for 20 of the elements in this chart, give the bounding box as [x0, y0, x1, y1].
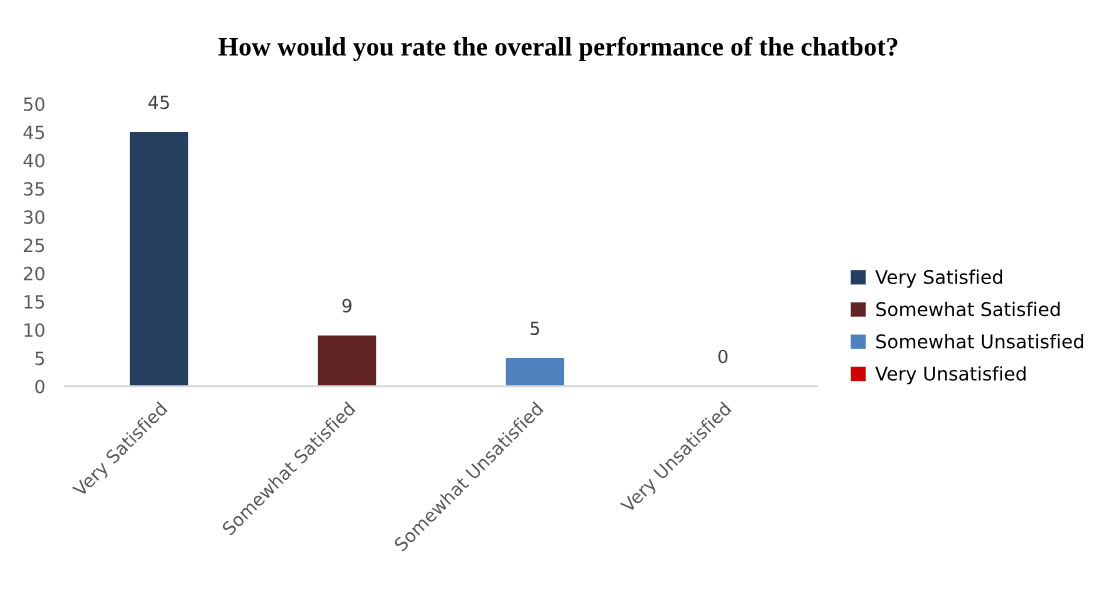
legend-label: Very Unsatisfied [875, 366, 1026, 385]
data-label: 9 [342, 298, 352, 313]
y-tick-label: 35 [24, 182, 45, 196]
y-tick-label: 30 [24, 210, 45, 224]
data-label: 5 [530, 321, 540, 336]
y-tick-label: 15 [24, 295, 45, 309]
y-tick-label: 50 [24, 97, 45, 111]
y-tick-label: 25 [23, 238, 45, 253]
legend-label: Very Satisfied [875, 269, 1003, 288]
y-tick-label: 40 [23, 153, 45, 168]
chart-title: How would you rate the overall performance of the chatbot? [218, 36, 898, 62]
y-tick-label: 20 [23, 266, 45, 281]
y-tick-label: 10 [24, 323, 45, 337]
legend-label: Somewhat Satisfied [876, 301, 1060, 317]
y-tick-label: 5 [35, 351, 45, 366]
y-tick-label: 0 [35, 379, 45, 394]
data-label: 45 [148, 95, 169, 110]
y-tick-label: 45 [23, 125, 45, 140]
data-label: 0 [718, 349, 728, 364]
legend-label: Somewhat Unsatisfied [876, 333, 1084, 349]
